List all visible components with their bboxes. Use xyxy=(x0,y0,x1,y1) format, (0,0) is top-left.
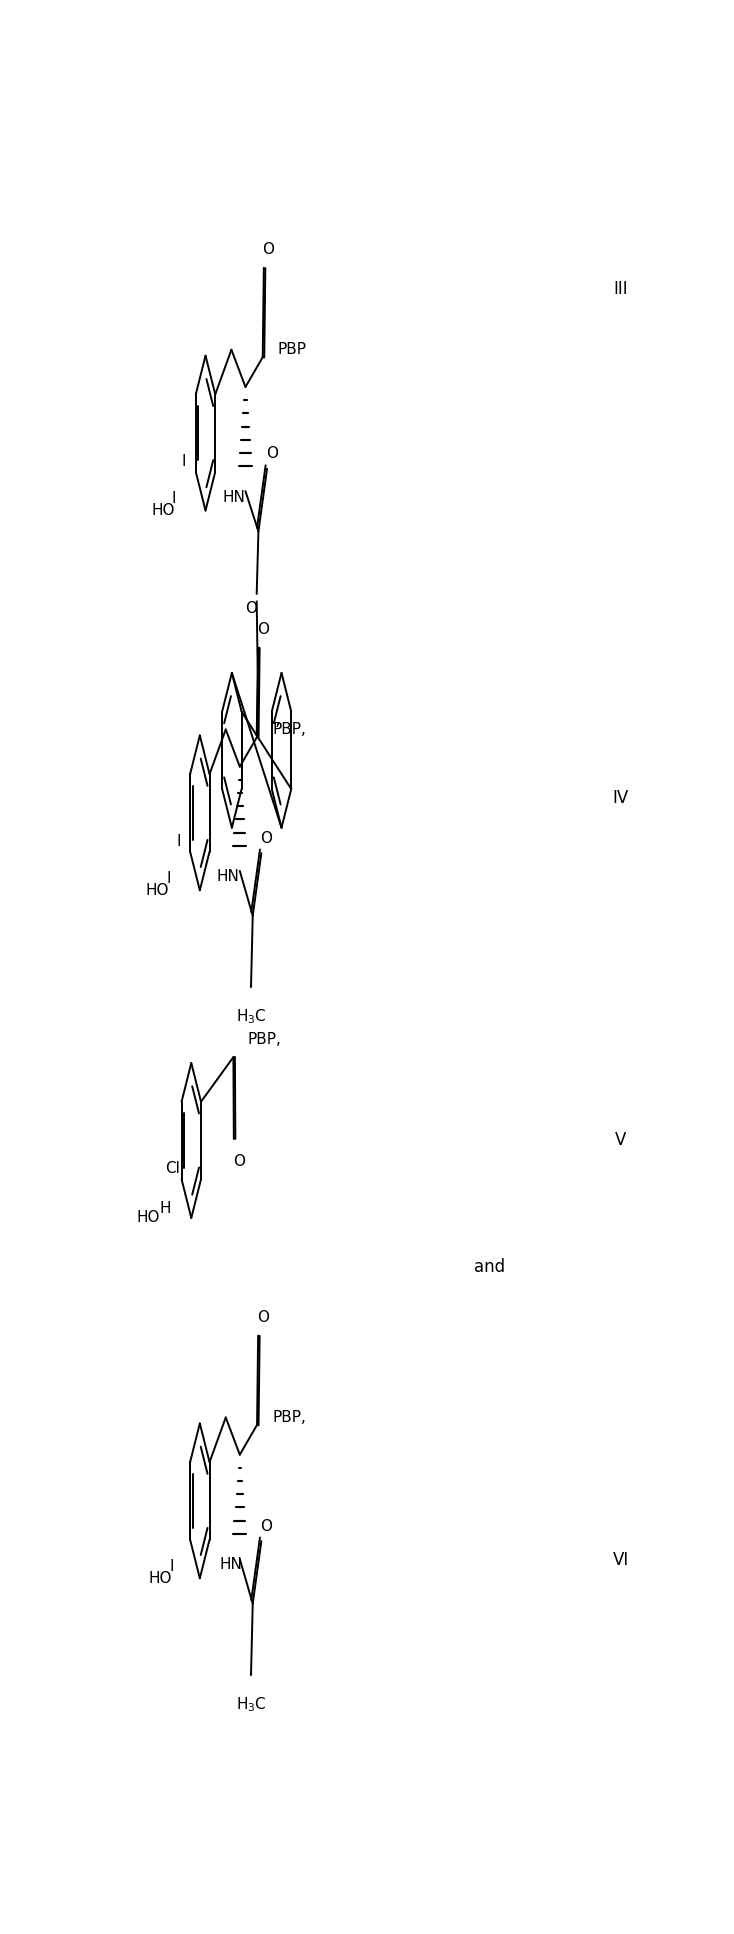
Text: H: H xyxy=(160,1201,172,1216)
Text: III: III xyxy=(614,280,628,298)
Text: HO: HO xyxy=(151,503,175,518)
Text: O: O xyxy=(257,1309,269,1325)
Text: PBP,: PBP, xyxy=(272,1410,306,1425)
Text: O: O xyxy=(257,623,269,636)
Text: I: I xyxy=(182,454,186,468)
Text: VI: VI xyxy=(613,1551,629,1568)
Text: HO: HO xyxy=(148,1570,172,1586)
Text: I: I xyxy=(170,1559,174,1574)
Text: O: O xyxy=(233,1155,245,1168)
Text: O: O xyxy=(266,447,277,462)
Text: V: V xyxy=(615,1131,626,1149)
Text: ,: , xyxy=(274,710,280,729)
Text: and: and xyxy=(474,1257,506,1276)
Text: Cl: Cl xyxy=(165,1160,180,1176)
Text: PBP: PBP xyxy=(278,342,307,358)
Text: O: O xyxy=(244,601,257,617)
Text: HN: HN xyxy=(217,870,239,884)
Text: H$_3$C: H$_3$C xyxy=(236,1696,266,1714)
Text: PBP,: PBP, xyxy=(272,721,306,737)
Text: I: I xyxy=(176,834,181,849)
Text: I: I xyxy=(166,870,171,886)
Text: HO: HO xyxy=(137,1211,161,1226)
Text: H$_3$C: H$_3$C xyxy=(236,1008,266,1027)
Text: O: O xyxy=(260,1518,272,1534)
Text: HN: HN xyxy=(222,489,245,505)
Text: HN: HN xyxy=(219,1557,242,1572)
Text: PBP,: PBP, xyxy=(247,1031,281,1046)
Text: O: O xyxy=(260,832,272,845)
Text: HO: HO xyxy=(145,882,169,897)
Text: I: I xyxy=(172,491,176,507)
Text: O: O xyxy=(263,242,275,257)
Text: IV: IV xyxy=(613,789,629,806)
